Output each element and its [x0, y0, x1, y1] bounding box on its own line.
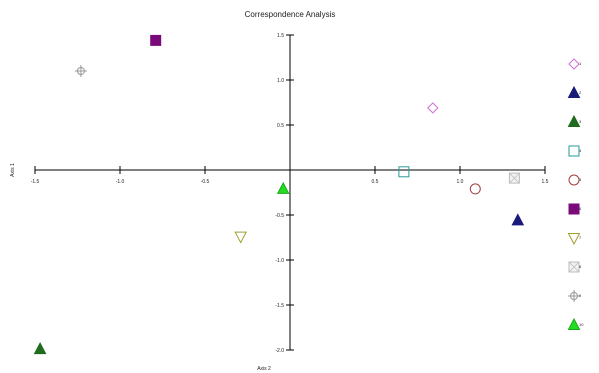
- y-tick-label: -1.5: [275, 303, 284, 309]
- y-tick-label: 1.0: [277, 78, 284, 84]
- x-tick-label: -0.5: [201, 179, 210, 185]
- data-points: [33, 34, 525, 355]
- legend-label: 3: [579, 119, 582, 124]
- data-point-9: [74, 65, 87, 77]
- data-point-10: [276, 181, 290, 194]
- data-point-3: [33, 342, 47, 355]
- y-tick-label: 1.5: [277, 33, 284, 39]
- legend-marker-5: [568, 174, 580, 186]
- legend-marker-4: [568, 145, 580, 157]
- y-tick-label: -2.0: [275, 348, 284, 354]
- legend-label: 1: [579, 61, 582, 66]
- x-tick-label: 1.5: [542, 179, 549, 185]
- legend-label: 8: [579, 264, 582, 269]
- legend-label: 7: [579, 235, 582, 240]
- axes: -1.5 -1.0 -0.5 0.5 1.0 1.5 1.5 1.0 0.5 -0.5 -1.0 -1…: [31, 33, 549, 354]
- y-tick-label: 0.5: [277, 123, 284, 129]
- legend-marker-8: [568, 261, 580, 273]
- legend-label: 6: [579, 206, 582, 211]
- data-point-5: [469, 183, 481, 195]
- x-tick-label: 1.0: [457, 179, 464, 185]
- legend-marker-9: [568, 290, 580, 302]
- y-tick-label: -0.5: [275, 213, 284, 219]
- data-point-8: [508, 172, 520, 184]
- x-tick-label: -1.5: [31, 179, 40, 185]
- data-point-2: [511, 213, 525, 226]
- legend: 1 2 3 4 5 6 7 8 9 10: [567, 58, 584, 330]
- data-point-4: [398, 166, 410, 178]
- legend-marker-7: [567, 233, 581, 246]
- x-axis-label: Axis 1: [10, 163, 16, 177]
- x-tick-label: 0.5: [372, 179, 379, 185]
- legend-label: 9: [579, 293, 582, 298]
- legend-label: 5: [579, 177, 582, 182]
- legend-label: 4: [579, 148, 582, 153]
- legend-marker-2: [567, 85, 581, 98]
- data-point-1: [427, 102, 439, 114]
- legend-marker-10: [567, 317, 581, 330]
- x-tick-label: -1.0: [116, 179, 125, 185]
- y-tick-label: -1.0: [275, 258, 284, 264]
- data-point-6: [150, 34, 162, 46]
- legend-marker-6: [568, 203, 580, 215]
- legend-label: 2: [579, 90, 582, 95]
- legend-label: 10: [579, 322, 584, 327]
- legend-marker-1: [568, 58, 580, 70]
- data-point-7: [234, 231, 248, 244]
- y-axis-label: Axis 2: [257, 366, 271, 372]
- chart-title: Correspondence Analysis: [245, 10, 336, 19]
- legend-marker-3: [567, 114, 581, 127]
